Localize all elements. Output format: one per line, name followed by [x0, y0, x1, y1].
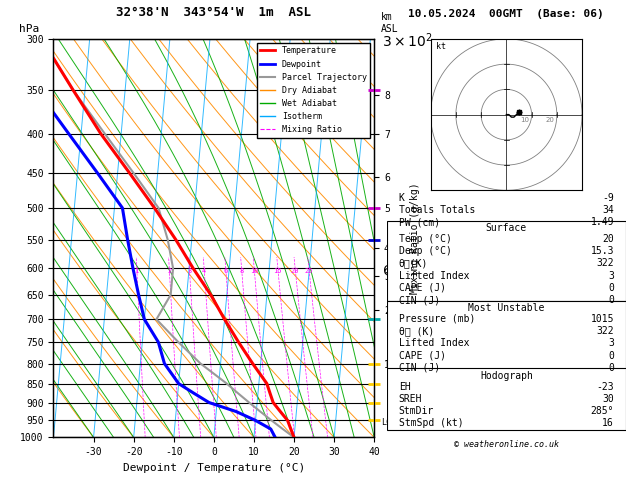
- Text: 0: 0: [608, 283, 614, 293]
- Text: 30: 30: [602, 394, 614, 404]
- Text: -23: -23: [596, 382, 614, 392]
- Text: 3: 3: [608, 338, 614, 348]
- Text: 10.05.2024  00GMT  (Base: 06): 10.05.2024 00GMT (Base: 06): [408, 9, 604, 19]
- Text: 3: 3: [187, 268, 191, 274]
- Text: K: K: [399, 193, 404, 203]
- Text: km
ASL: km ASL: [381, 13, 398, 34]
- Text: SREH: SREH: [399, 394, 422, 404]
- Text: 4: 4: [202, 268, 206, 274]
- Text: 1.49: 1.49: [591, 217, 614, 227]
- Text: 6: 6: [223, 268, 228, 274]
- Text: 0: 0: [608, 351, 614, 361]
- Text: 322: 322: [596, 326, 614, 336]
- Text: 8: 8: [240, 268, 243, 274]
- Text: CAPE (J): CAPE (J): [399, 351, 446, 361]
- Text: 10: 10: [520, 117, 529, 123]
- Text: Surface: Surface: [486, 223, 527, 233]
- Text: Lifted Index: Lifted Index: [399, 338, 469, 348]
- Text: LCL: LCL: [381, 417, 396, 427]
- Text: Most Unstable: Most Unstable: [468, 303, 545, 313]
- Text: θᴇ (K): θᴇ (K): [399, 326, 434, 336]
- Text: θᴇ(K): θᴇ(K): [399, 259, 428, 268]
- Text: 25: 25: [304, 268, 313, 274]
- Text: 0: 0: [608, 295, 614, 305]
- Text: 1015: 1015: [591, 314, 614, 324]
- Bar: [387, 221, 626, 301]
- Text: CAPE (J): CAPE (J): [399, 283, 446, 293]
- X-axis label: Dewpoint / Temperature (°C): Dewpoint / Temperature (°C): [123, 463, 305, 473]
- Text: 15.3: 15.3: [591, 246, 614, 256]
- Text: Temp (°C): Temp (°C): [399, 234, 452, 244]
- Text: 20: 20: [291, 268, 299, 274]
- Text: Pressure (mb): Pressure (mb): [399, 314, 475, 324]
- Text: 1: 1: [135, 268, 139, 274]
- Text: © weatheronline.co.uk: © weatheronline.co.uk: [454, 440, 559, 449]
- Text: 34: 34: [602, 205, 614, 215]
- Text: hPa: hPa: [19, 24, 39, 34]
- Text: EH: EH: [399, 382, 411, 392]
- Text: 32°38'N  343°54'W  1m  ASL: 32°38'N 343°54'W 1m ASL: [116, 6, 311, 19]
- Text: CIN (J): CIN (J): [399, 363, 440, 373]
- Text: 20: 20: [602, 234, 614, 244]
- Text: 16: 16: [602, 418, 614, 429]
- Text: 2: 2: [167, 268, 171, 274]
- Text: 10: 10: [250, 268, 259, 274]
- Bar: [387, 368, 626, 430]
- Text: 15: 15: [274, 268, 282, 274]
- Text: PW (cm): PW (cm): [399, 217, 440, 227]
- Text: Dewp (°C): Dewp (°C): [399, 246, 452, 256]
- Bar: [387, 301, 626, 381]
- Text: -9: -9: [602, 193, 614, 203]
- Text: Totals Totals: Totals Totals: [399, 205, 475, 215]
- Text: Lifted Index: Lifted Index: [399, 271, 469, 280]
- Text: Mixing Ratio (g/kg): Mixing Ratio (g/kg): [410, 182, 420, 294]
- Text: 0: 0: [608, 363, 614, 373]
- Text: kt: kt: [436, 42, 446, 51]
- Text: StmSpd (kt): StmSpd (kt): [399, 418, 464, 429]
- Legend: Temperature, Dewpoint, Parcel Trajectory, Dry Adiabat, Wet Adiabat, Isotherm, Mi: Temperature, Dewpoint, Parcel Trajectory…: [257, 43, 370, 138]
- Text: 285°: 285°: [591, 406, 614, 417]
- Text: 20: 20: [545, 117, 554, 123]
- Text: StmDir: StmDir: [399, 406, 434, 417]
- Text: CIN (J): CIN (J): [399, 295, 440, 305]
- Text: Hodograph: Hodograph: [480, 371, 533, 381]
- Text: 322: 322: [596, 259, 614, 268]
- Text: 3: 3: [608, 271, 614, 280]
